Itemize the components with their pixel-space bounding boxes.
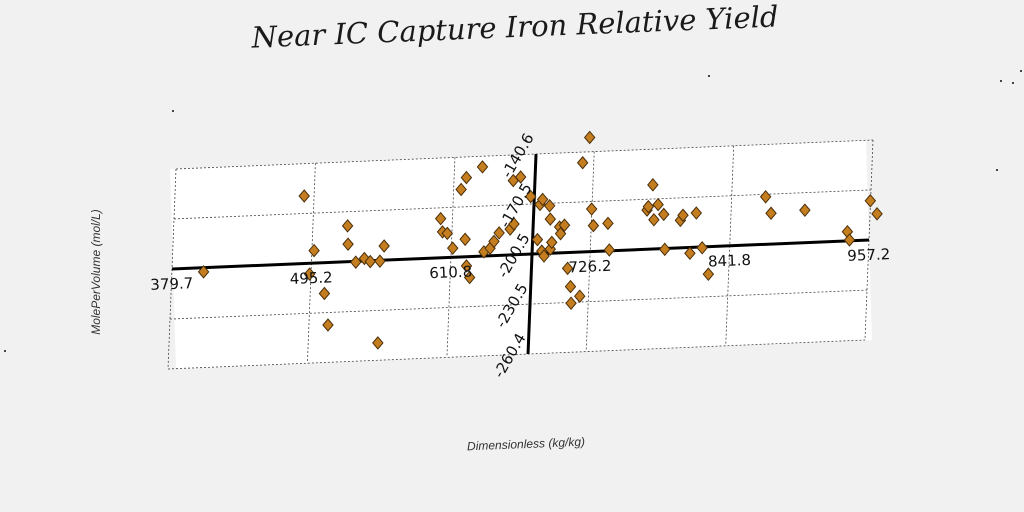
speck (1000, 80, 1002, 82)
data-point (684, 246, 696, 261)
data-point (493, 226, 505, 240)
data-point (378, 239, 390, 253)
data-point (476, 160, 489, 174)
data-point (364, 254, 377, 269)
data-point (538, 249, 550, 263)
data-points (197, 130, 883, 350)
data-point (524, 189, 537, 204)
data-point (341, 219, 354, 233)
data-point (690, 206, 703, 220)
x-tick-label: 841.8 (708, 251, 752, 271)
x-tick-label: 495.2 (289, 268, 333, 288)
speck (996, 169, 998, 171)
data-point (843, 233, 856, 247)
data-point (871, 207, 883, 221)
x-axis-line (171, 238, 870, 271)
data-point (460, 259, 473, 273)
data-point (759, 190, 772, 204)
x-tick-label: 610.8 (429, 263, 473, 283)
data-point (565, 296, 577, 311)
data-point (460, 170, 473, 185)
y-gridline (169, 289, 868, 320)
data-point (642, 199, 655, 214)
data-point (350, 255, 362, 269)
data-point (564, 279, 577, 294)
data-point (536, 192, 549, 207)
data-point (455, 182, 467, 197)
data-point (446, 241, 459, 255)
data-point (463, 270, 476, 285)
data-point (696, 241, 708, 255)
y-axis-line (526, 153, 538, 355)
data-point (488, 234, 500, 249)
data-point (765, 206, 777, 221)
data-point (648, 213, 660, 227)
x-tick-label: 379.7 (150, 274, 194, 294)
y-gridline (167, 339, 866, 370)
data-point (531, 232, 544, 247)
speck (172, 110, 174, 112)
data-point (647, 178, 659, 192)
data-point (602, 216, 614, 231)
speck (1012, 82, 1014, 84)
x-tick-label: 957.2 (847, 245, 891, 265)
y-gridline (173, 189, 872, 220)
data-point (459, 232, 471, 247)
data-point (583, 130, 596, 145)
data-point (322, 318, 334, 332)
data-point (546, 235, 558, 250)
data-point (677, 208, 689, 223)
data-point (197, 265, 210, 279)
data-point (585, 202, 598, 216)
data-point (554, 226, 567, 241)
data-point (543, 199, 556, 213)
speck (1020, 70, 1022, 72)
data-point (298, 189, 310, 203)
data-point (508, 217, 520, 231)
speck (4, 350, 6, 352)
data-point (434, 211, 447, 226)
data-point (603, 243, 616, 257)
data-point (702, 267, 715, 281)
data-point (441, 226, 454, 241)
data-point (576, 155, 589, 170)
data-point (318, 286, 331, 301)
y-gridline (175, 139, 874, 170)
data-point (544, 212, 557, 226)
speck (708, 75, 710, 77)
axes (171, 153, 870, 355)
data-point (561, 261, 574, 276)
data-point (657, 207, 670, 222)
x-tick-label: 726.2 (568, 257, 612, 277)
data-point (303, 267, 316, 281)
data-point (558, 218, 571, 232)
data-point (864, 194, 877, 208)
data-point (587, 218, 600, 233)
data-point (652, 197, 664, 212)
data-point (308, 243, 320, 258)
data-point (374, 254, 386, 268)
data-point (573, 289, 586, 303)
data-point (372, 336, 384, 350)
data-point (658, 242, 671, 257)
data-point (342, 237, 354, 251)
data-point (514, 170, 527, 184)
data-point (799, 203, 811, 217)
